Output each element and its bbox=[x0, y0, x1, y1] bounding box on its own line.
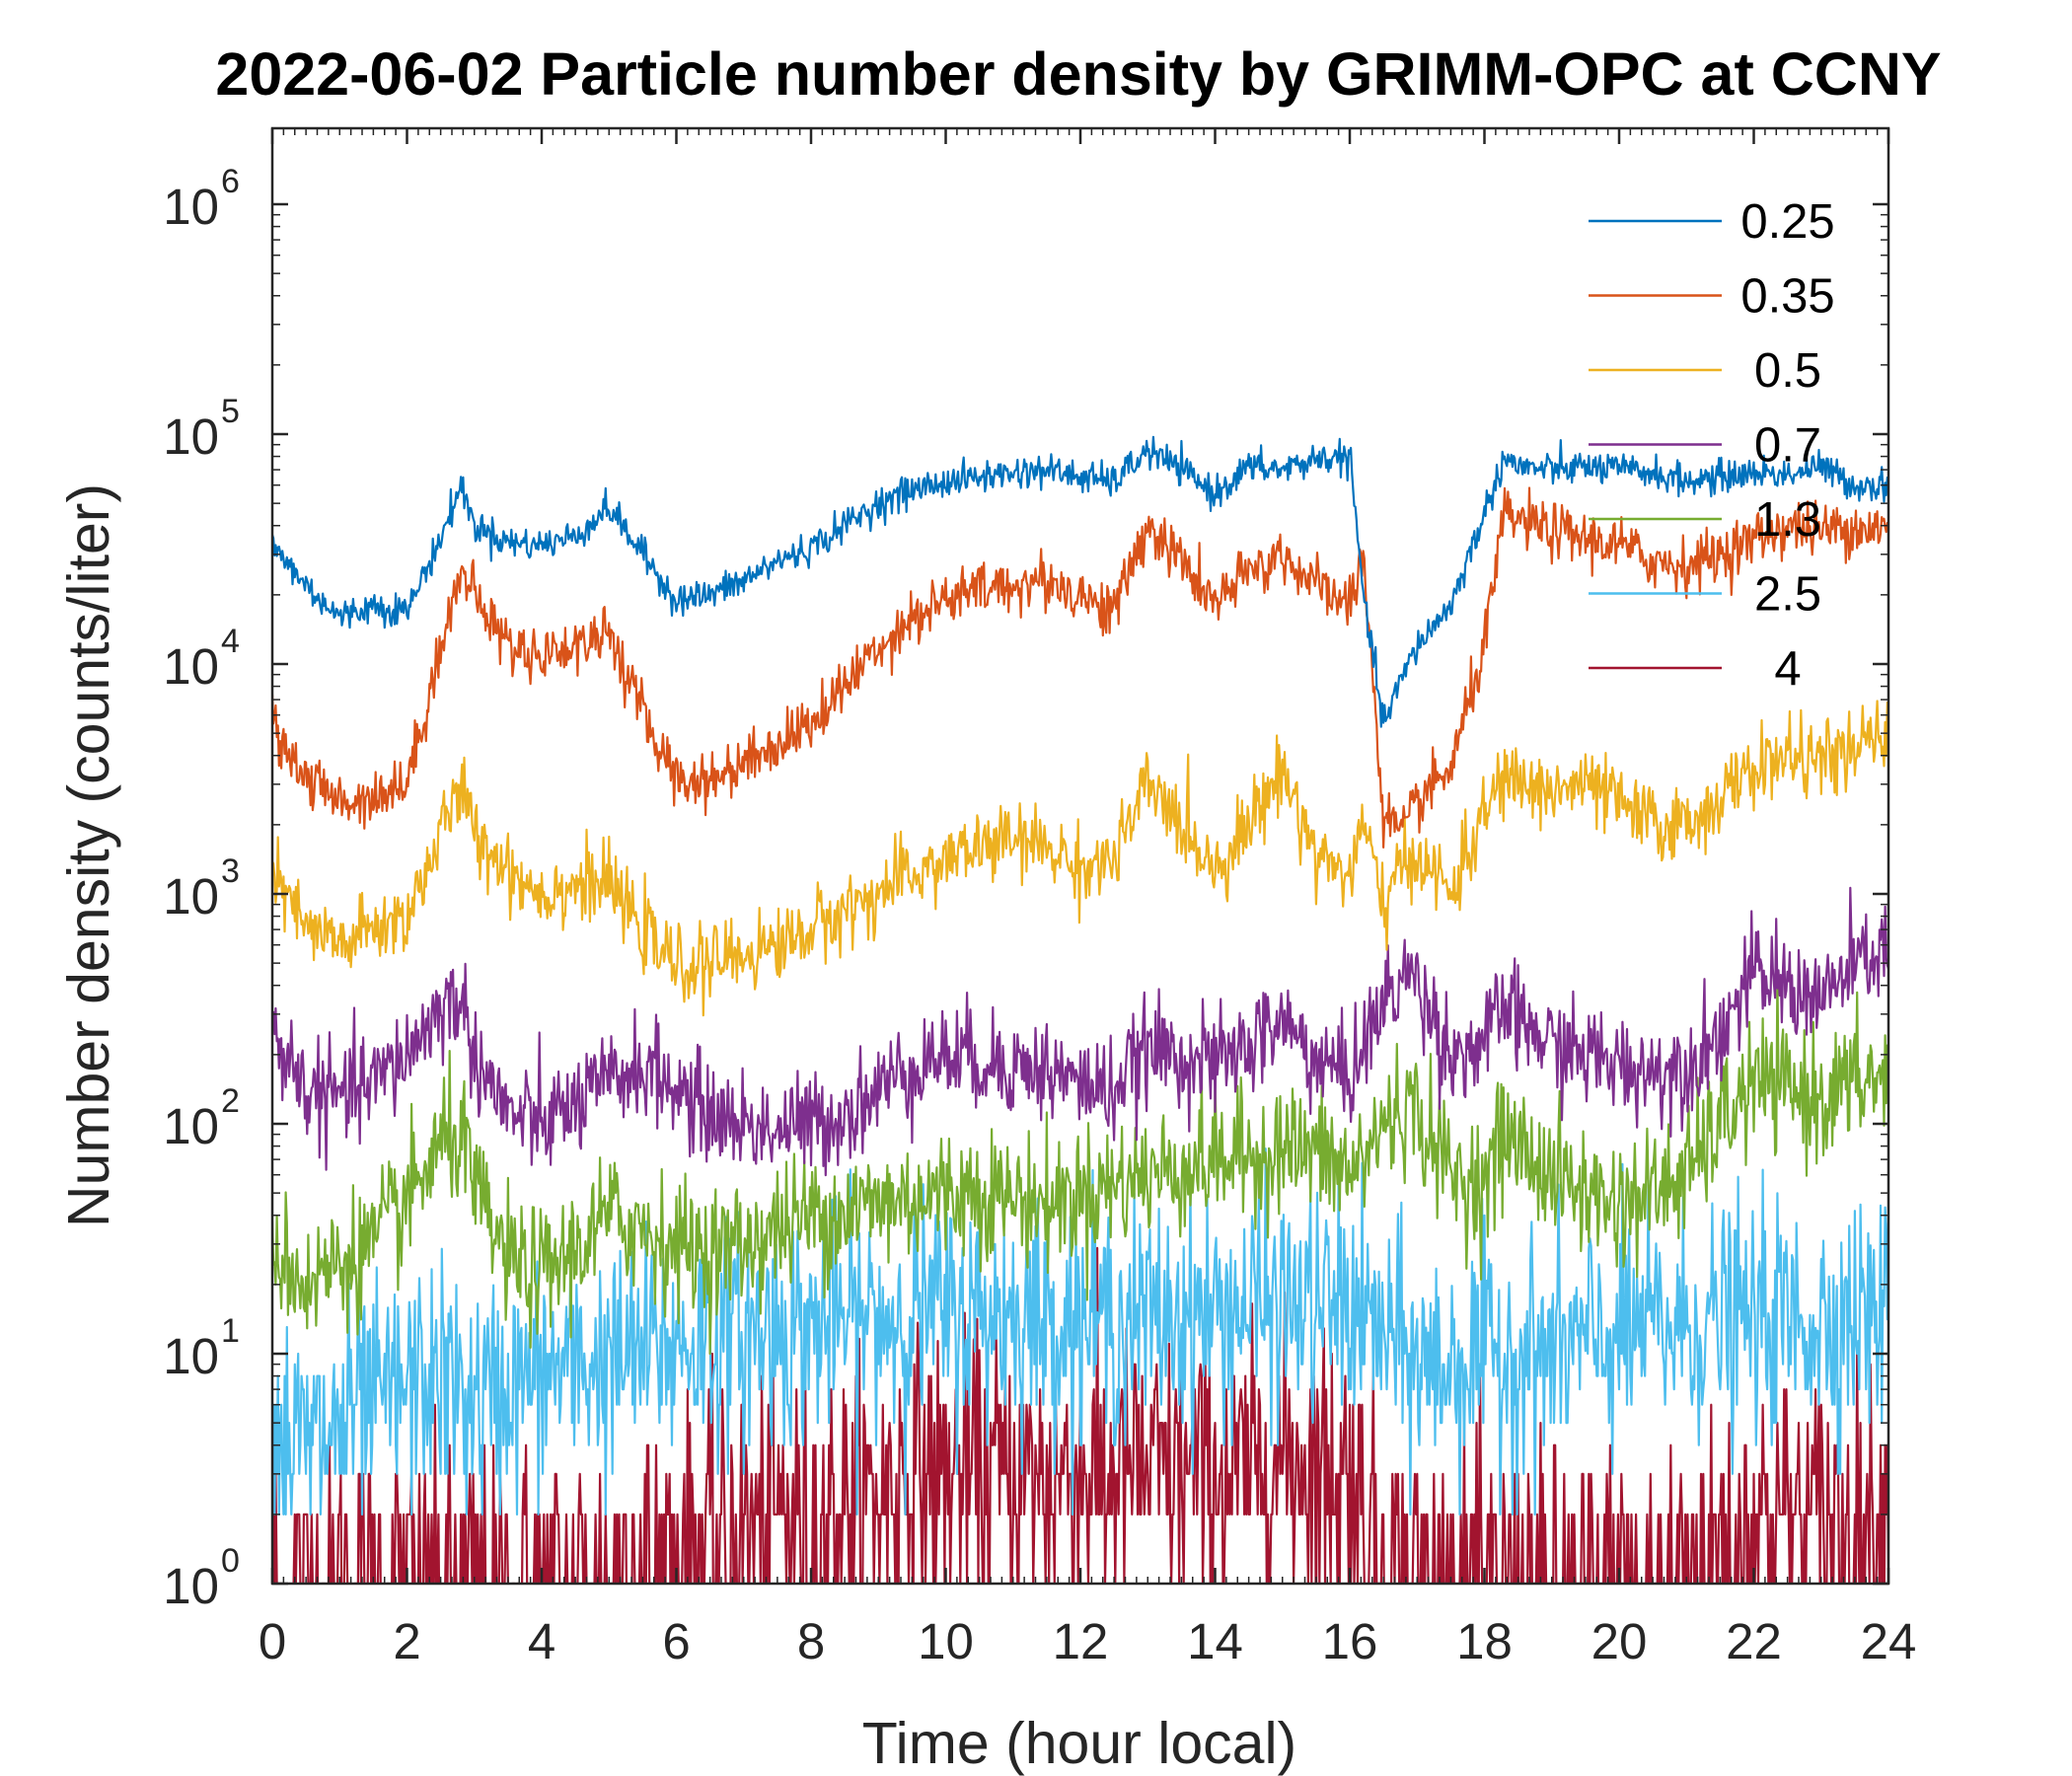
x-tick-label: 2 bbox=[393, 1613, 420, 1669]
series-line-1.3 bbox=[272, 972, 1888, 1356]
legend-label-0.5: 0.5 bbox=[1754, 344, 1821, 398]
y-tick-exponent: 5 bbox=[221, 393, 240, 430]
x-tick-label: 14 bbox=[1187, 1613, 1243, 1669]
y-tick-label: 10 bbox=[163, 868, 219, 925]
x-tick-label: 18 bbox=[1456, 1613, 1513, 1669]
series-line-0.5 bbox=[272, 700, 1888, 1017]
legend-label-0.35: 0.35 bbox=[1740, 270, 1834, 324]
x-tick-label: 12 bbox=[1053, 1613, 1109, 1669]
y-tick-label: 10 bbox=[163, 1098, 219, 1154]
series-line-0.25 bbox=[272, 435, 1888, 728]
y-tick-exponent: 4 bbox=[221, 623, 240, 660]
y-tick-label: 10 bbox=[163, 179, 219, 235]
y-tick-label: 10 bbox=[163, 408, 219, 465]
legend-label-0.7: 0.7 bbox=[1754, 419, 1821, 473]
x-tick-label: 22 bbox=[1726, 1613, 1782, 1669]
series-line-0.35 bbox=[272, 486, 1888, 850]
x-tick-label: 10 bbox=[918, 1613, 974, 1669]
series-line-2.5 bbox=[272, 1147, 1888, 1517]
x-tick-label: 20 bbox=[1591, 1613, 1648, 1669]
y-tick-exponent: 6 bbox=[221, 163, 240, 200]
legend-label-4: 4 bbox=[1774, 642, 1801, 696]
y-tick-exponent: 2 bbox=[221, 1082, 240, 1120]
legend-label-0.25: 0.25 bbox=[1740, 195, 1834, 249]
y-tick-label: 10 bbox=[163, 1328, 219, 1384]
y-tick-exponent: 0 bbox=[221, 1542, 240, 1580]
series-line-0.7 bbox=[272, 886, 1888, 1177]
legend: 0.25 0.35 0.5 0.7 1.3 2.5 4 bbox=[1589, 195, 1835, 696]
legend-label-2.5: 2.5 bbox=[1754, 568, 1821, 622]
plot-area bbox=[270, 126, 1890, 1586]
series-layer bbox=[272, 435, 1888, 1584]
x-tick-label: 0 bbox=[259, 1613, 286, 1669]
x-tick-label: 24 bbox=[1861, 1613, 1917, 1669]
y-tick-exponent: 3 bbox=[221, 852, 240, 890]
y-tick-exponent: 1 bbox=[221, 1312, 240, 1350]
chart-title: 2022-06-02 Particle number density by GR… bbox=[215, 40, 1941, 108]
x-tick-label: 16 bbox=[1322, 1613, 1378, 1669]
legend-label-1.3: 1.3 bbox=[1754, 493, 1821, 547]
x-tick-label: 8 bbox=[797, 1613, 825, 1669]
y-tick-label: 10 bbox=[163, 638, 219, 695]
x-tick-label: 6 bbox=[662, 1613, 690, 1669]
y-axis-label: Number density (counts/liter) bbox=[56, 483, 121, 1227]
y-tick-label: 10 bbox=[163, 1558, 219, 1614]
x-axis: 0 2 4 6 8 10 12 14 16 18 20 22 24 bbox=[259, 128, 1917, 1669]
x-axis-label: Time (hour local) bbox=[862, 1711, 1296, 1776]
x-tick-label: 4 bbox=[528, 1613, 555, 1669]
